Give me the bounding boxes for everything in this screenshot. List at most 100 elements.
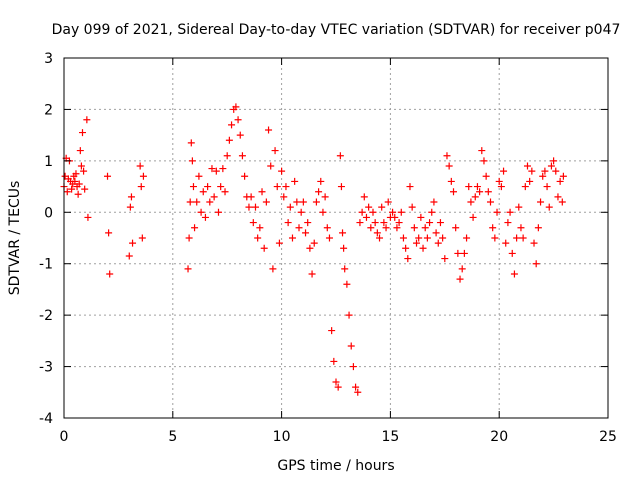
- data-point: [321, 193, 329, 201]
- y-tick-label: -1: [39, 257, 53, 273]
- data-point: [434, 239, 442, 247]
- data-point: [491, 234, 499, 242]
- data-point: [208, 165, 216, 173]
- data-point: [410, 224, 418, 232]
- data-point: [406, 183, 414, 191]
- x-tick-label: 15: [381, 429, 399, 445]
- y-tick-label: -2: [39, 308, 53, 324]
- data-point: [308, 270, 316, 278]
- data-point: [125, 252, 133, 260]
- data-point: [312, 198, 320, 206]
- data-point: [189, 183, 197, 191]
- data-point: [126, 203, 134, 211]
- data-point: [504, 219, 512, 227]
- data-point: [515, 203, 523, 211]
- data-point: [105, 229, 113, 237]
- data-point: [106, 270, 114, 278]
- data-point: [369, 208, 377, 216]
- data-point: [343, 280, 351, 288]
- data-point: [454, 249, 462, 257]
- data-point: [439, 234, 447, 242]
- data-point: [441, 255, 449, 263]
- data-point: [127, 193, 135, 201]
- data-point: [330, 357, 338, 365]
- data-point: [495, 177, 503, 185]
- data-point: [265, 126, 273, 134]
- data-point: [458, 265, 466, 273]
- data-point: [465, 183, 473, 191]
- data-point: [513, 234, 521, 242]
- data-point: [295, 224, 303, 232]
- data-point: [223, 152, 231, 160]
- data-point: [510, 270, 518, 278]
- data-point: [480, 157, 488, 165]
- data-point: [526, 177, 534, 185]
- data-point: [210, 193, 218, 201]
- data-point: [72, 170, 80, 178]
- data-point: [267, 162, 275, 170]
- data-point: [467, 198, 475, 206]
- data-point: [397, 208, 405, 216]
- data-point: [476, 188, 484, 196]
- data-point: [447, 177, 455, 185]
- data-point: [523, 162, 531, 170]
- data-point: [358, 208, 366, 216]
- data-point: [319, 208, 327, 216]
- data-point: [247, 193, 255, 201]
- data-point: [214, 208, 222, 216]
- data-point: [360, 193, 368, 201]
- data-point: [365, 203, 373, 211]
- data-point: [315, 188, 323, 196]
- y-tick-label: 3: [44, 51, 53, 67]
- data-point: [376, 234, 384, 242]
- data-point: [304, 219, 312, 227]
- data-point: [225, 136, 233, 144]
- data-point: [484, 188, 492, 196]
- data-point: [191, 224, 199, 232]
- data-point: [521, 183, 529, 191]
- y-tick-label: -3: [39, 360, 53, 376]
- data-point: [234, 116, 242, 124]
- data-point: [550, 157, 558, 165]
- data-point: [188, 157, 196, 165]
- data-point: [517, 224, 525, 232]
- data-point: [262, 198, 270, 206]
- data-point: [68, 185, 76, 193]
- data-point: [199, 188, 207, 196]
- data-point: [426, 219, 434, 227]
- data-point: [288, 234, 296, 242]
- data-point: [473, 183, 481, 191]
- data-point: [104, 172, 112, 180]
- data-point: [336, 152, 344, 160]
- data-point: [502, 239, 510, 247]
- data-point: [391, 213, 399, 221]
- data-point: [559, 172, 567, 180]
- data-point: [71, 177, 79, 185]
- data-point: [419, 244, 427, 252]
- data-point: [519, 234, 527, 242]
- data-point: [539, 172, 547, 180]
- data-point: [293, 198, 301, 206]
- data-point: [337, 183, 345, 191]
- data-point: [445, 162, 453, 170]
- data-point: [241, 172, 249, 180]
- data-point: [83, 116, 91, 124]
- data-point: [552, 167, 560, 175]
- data-point: [534, 224, 542, 232]
- y-tick-label: 2: [44, 102, 53, 118]
- data-point: [273, 183, 281, 191]
- data-point: [136, 162, 144, 170]
- data-point: [530, 239, 538, 247]
- data-point: [537, 198, 545, 206]
- data-point: [378, 203, 386, 211]
- data-point: [354, 388, 362, 396]
- data-point: [137, 183, 145, 191]
- data-point: [219, 165, 227, 173]
- data-point: [206, 198, 214, 206]
- data-point: [373, 229, 381, 237]
- data-point: [399, 234, 407, 242]
- x-tick-label: 25: [599, 429, 617, 445]
- data-point: [187, 139, 195, 147]
